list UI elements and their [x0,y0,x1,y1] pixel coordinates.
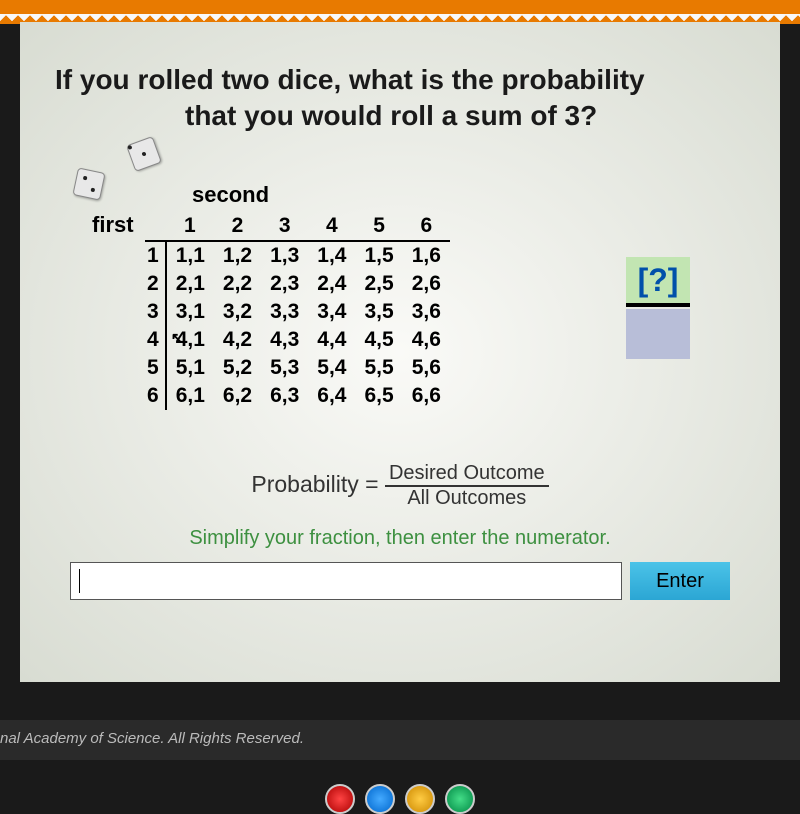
cell: 4,3 [261,326,308,354]
col-header: 1 [166,212,214,241]
probability-formula: Probability = Desired Outcome All Outcom… [20,462,780,510]
formula-numerator: Desired Outcome [385,462,549,487]
dice-icon [126,136,162,172]
cell: 5,4 [308,354,355,382]
answer-fraction: [?] [626,257,690,359]
row-header: 1 [145,241,166,270]
cell: 5,6 [403,354,450,382]
question-line-1: If you rolled two dice, what is the prob… [55,62,745,98]
cell: 2,2 [214,270,261,298]
text-caret [79,569,80,593]
outcomes-table: 1 2 3 4 5 6 1 1,1 1,2 1,3 1,4 1,5 1,6 2 … [145,212,450,410]
cell: 4,6 [403,326,450,354]
cell: 3,4 [308,298,355,326]
cell: 3,1 [166,298,214,326]
cell: 4,4 [308,326,355,354]
cell: 6,4 [308,382,355,410]
cell: 2,4 [308,270,355,298]
cell: 5,2 [214,354,261,382]
cell: 1,6 [403,241,450,270]
cell: 1,1 [166,241,214,270]
col-header: 2 [214,212,261,241]
enter-button[interactable]: Enter [630,562,730,600]
col-header: 4 [308,212,355,241]
formula-lhs: Probability = [251,471,378,497]
table-row-label: first [92,212,134,238]
cell: 3,5 [356,298,403,326]
row-header: 3 [145,298,166,326]
taskbar-app-icon[interactable] [405,784,435,814]
formula-denominator: All Outcomes [385,487,549,510]
taskbar-app-icon[interactable] [325,784,355,814]
cell: 2,6 [403,270,450,298]
col-header: 5 [356,212,403,241]
problem-panel: If you rolled two dice, what is the prob… [20,22,780,682]
col-header: 6 [403,212,450,241]
answer-input-row: Enter [70,562,730,600]
taskbar-app-icon[interactable] [365,784,395,814]
question-line-2: that you would roll a sum of 3? [185,98,745,134]
row-header: 4 [145,326,166,354]
answer-numerator-box[interactable]: [?] [626,257,690,307]
cell: 4,5 [356,326,403,354]
cell: 5,3 [261,354,308,382]
cell: 3,3 [261,298,308,326]
taskbar-app-icon[interactable] [445,784,475,814]
taskbar [0,762,800,800]
window-top-border [0,0,800,14]
cell: 2,1 [166,270,214,298]
table-row: 1 1,1 1,2 1,3 1,4 1,5 1,6 [145,241,450,270]
row-header: 6 [145,382,166,410]
cell: ↖4,1 [166,326,214,354]
table-row: 5 5,1 5,2 5,3 5,4 5,5 5,6 [145,354,450,382]
row-header: 2 [145,270,166,298]
cell: 1,5 [356,241,403,270]
cell: 3,6 [403,298,450,326]
dice-icon [72,167,105,200]
table-header-row: 1 2 3 4 5 6 [145,212,450,241]
cell: 5,5 [356,354,403,382]
cell: 3,2 [214,298,261,326]
cell: 1,3 [261,241,308,270]
cell: 1,4 [308,241,355,270]
cell: 4,2 [214,326,261,354]
cell: 6,5 [356,382,403,410]
cell: 2,3 [261,270,308,298]
table-row: 6 6,1 6,2 6,3 6,4 6,5 6,6 [145,382,450,410]
cell: 6,3 [261,382,308,410]
cell: 6,2 [214,382,261,410]
cell: 5,1 [166,354,214,382]
cursor-icon: ↖ [171,329,184,347]
table-row: 4 ↖4,1 4,2 4,3 4,4 4,5 4,6 [145,326,450,354]
cell: 2,5 [356,270,403,298]
table-row: 3 3,1 3,2 3,3 3,4 3,5 3,6 [145,298,450,326]
cell: 1,2 [214,241,261,270]
row-header: 5 [145,354,166,382]
table-col-label: second [192,182,269,208]
question-text: If you rolled two dice, what is the prob… [55,62,745,135]
instruction-text: Simplify your fraction, then enter the n… [20,527,780,550]
col-header: 3 [261,212,308,241]
copyright-footer: nal Academy of Science. All Rights Reser… [0,720,800,760]
answer-denominator-box[interactable] [626,309,690,359]
cell: 6,6 [403,382,450,410]
table-row: 2 2,1 2,2 2,3 2,4 2,5 2,6 [145,270,450,298]
answer-input[interactable] [70,562,622,600]
cell: 6,1 [166,382,214,410]
